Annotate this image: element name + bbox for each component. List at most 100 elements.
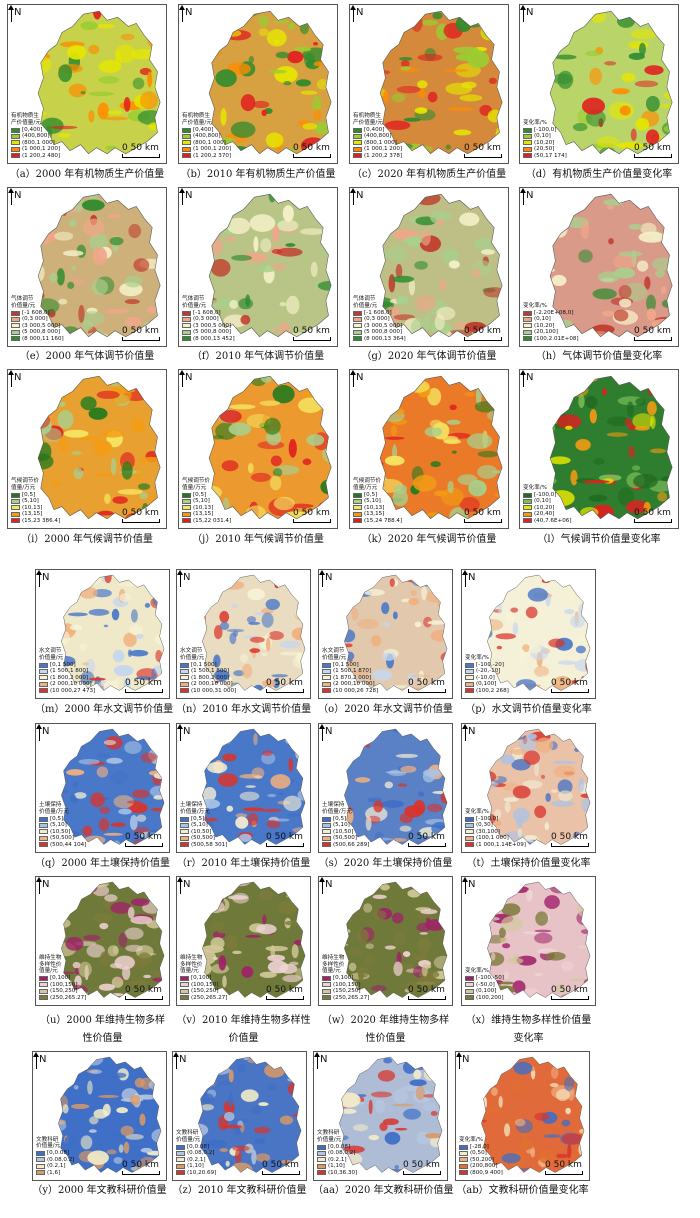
legend-swatch xyxy=(182,140,191,146)
map-panel-v: N 维持生物 多样性价 值量/元 [0,100] (100,150] (150,250]… xyxy=(176,876,311,1006)
legend-item: (1,10] xyxy=(176,1163,216,1169)
legend-item: [0,5] xyxy=(180,816,227,822)
north-arrow-icon: N xyxy=(177,724,190,741)
legend-title: 变化率/% xyxy=(523,484,547,491)
legend-swatch xyxy=(322,662,331,668)
legend-label: (20,50] xyxy=(534,146,555,153)
legend-label: (500,58 301] xyxy=(191,841,228,848)
north-label: N xyxy=(183,572,191,583)
scale-label: 0 50 km xyxy=(293,143,330,153)
north-label: N xyxy=(356,372,364,383)
legend-label: [-1 608,0] xyxy=(364,309,392,316)
legend-label: (10,20.69] xyxy=(187,1169,217,1176)
north-arrow-icon: N xyxy=(177,570,191,587)
legend-label: (0.08,0.2] xyxy=(47,1156,75,1163)
legend: 土壤保持 价值量/万元 [0,5] (5,10] (10,50] (50,500] (50… xyxy=(322,802,369,848)
scale-bar: 0 50 km xyxy=(545,1161,583,1175)
legend-label: (2 000,10 000] xyxy=(50,681,92,688)
north-arrow-icon: N xyxy=(314,1052,327,1069)
legend-item: (40,7.6E+06] xyxy=(523,518,572,524)
legend-item: [0,5] xyxy=(322,816,369,822)
legend-swatch xyxy=(465,829,474,835)
panel-caption-h: （h）气体调节价值量变化率 xyxy=(535,351,663,362)
legend-label: (250,265.27] xyxy=(191,994,228,1001)
legend-title: 水文调节 价值量/元 xyxy=(39,648,64,661)
legend-label: (100,2 268] xyxy=(476,687,509,694)
north-arrow-icon: N xyxy=(319,570,332,587)
legend-swatch xyxy=(36,1163,45,1169)
legend-swatch xyxy=(465,982,474,988)
legend-label: [0,400] xyxy=(364,126,385,133)
legend-item: (150,250] xyxy=(180,988,227,994)
legend-label: [-100,0] xyxy=(534,126,557,133)
region-map-h xyxy=(549,193,673,338)
legend-label: (-10,0] xyxy=(476,674,495,681)
legend-swatch xyxy=(182,336,191,342)
legend-label: (50,500] xyxy=(191,835,215,842)
legend-label: [0,1 500] xyxy=(50,661,76,668)
legend-label: (1 000,1 200] xyxy=(364,146,403,153)
north-arrow-icon: N xyxy=(179,188,192,205)
north-arrow-icon: N xyxy=(36,877,49,894)
legend-title: 水文调节 价值量/元 xyxy=(180,648,205,661)
legend-label: (5,10] xyxy=(22,498,39,505)
legend-swatch xyxy=(322,995,331,1001)
scale-bar: 0 50 km xyxy=(464,509,502,523)
legend-item: [0,5] xyxy=(353,492,402,498)
legend-label: (1 500,1 800] xyxy=(191,668,230,675)
legend-item: (0,3 000] xyxy=(182,316,235,322)
legend-swatch xyxy=(322,835,331,841)
legend-item: (150,250] xyxy=(39,988,86,994)
legend-label: [0,1 500] xyxy=(191,661,217,668)
legend-label: (0,10] xyxy=(534,133,551,140)
legend-item: (10,20] xyxy=(523,140,567,146)
scale-label: 0 50 km xyxy=(403,1160,440,1170)
legend-swatch xyxy=(180,688,189,694)
legend-title: 有机物质生 产价值量/元 xyxy=(182,113,212,126)
legend-swatch xyxy=(11,317,20,323)
legend-label: [0,5] xyxy=(191,815,205,822)
map-panel-j: N 气候调节价 值量/万元 [0,5] (5,10] (10,13] (13,15] (15… xyxy=(178,369,338,529)
legend: 维持生物 多样性价 值量/元 [0,100] (100,150] (150,250](… xyxy=(180,955,227,1001)
legend-item: [-28,0] xyxy=(459,1144,503,1150)
legend-swatch xyxy=(322,976,331,982)
panel-caption-k: （k）2020 年气候调节价值量 xyxy=(361,534,497,545)
legend-label: [-1 608,0] xyxy=(22,309,50,316)
scale-label: 0 50 km xyxy=(408,832,445,842)
panel-caption-aa: （aa）2020 年文教科研价值量 xyxy=(313,1185,454,1196)
panel-caption-y: （y）2000 年文教科研价值量 xyxy=(32,1185,167,1196)
scale-label: 0 50 km xyxy=(262,1160,299,1170)
north-label: N xyxy=(42,726,50,737)
legend-swatch xyxy=(36,1170,45,1176)
region-map-r xyxy=(202,728,306,845)
legend-label: (3 000,5 000] xyxy=(22,322,61,329)
legend-item: [-1 608,0] xyxy=(353,310,406,316)
north-arrow-icon: N xyxy=(456,1052,469,1069)
legend-label: [0,5] xyxy=(22,491,36,498)
legend-item: (0,50] xyxy=(459,1150,503,1156)
legend-swatch xyxy=(176,1163,185,1169)
legend-label: (15,24 788.4] xyxy=(364,517,403,524)
legend-item: [0,100] xyxy=(180,975,227,981)
legend-label: (1 000,1 200] xyxy=(193,146,232,153)
legend-label: (400,800] xyxy=(364,133,392,140)
legend-swatch xyxy=(11,492,20,498)
legend-item: (0.2,1] xyxy=(176,1157,216,1163)
legend-label: (400,800] xyxy=(193,133,221,140)
region-map-o xyxy=(344,574,448,691)
legend: 变化率/% [-100,-20] (-20,-10] (-10,0] (0,100] (1… xyxy=(465,655,509,694)
map-panel-t: N 变化率/% [-100,0] (0,30] (30,100] (100,1 000](… xyxy=(461,723,596,853)
legend-label: (0,100] xyxy=(476,681,497,688)
legend-item: (250,265.27] xyxy=(39,995,86,1001)
legend-item: (3 000,5 000] xyxy=(11,323,64,329)
legend-item: (1 200,2 370] xyxy=(182,153,231,159)
legend: 气体调节 价值量/元 [-1 608,0] (0,3 000] (3 000,5 00… xyxy=(182,296,235,342)
legend-label: (500,66 289] xyxy=(333,841,370,848)
panel-caption-v: （v）2010 年维持生物多样性价值量 xyxy=(176,1015,311,1044)
legend-label: (1 800,2 000] xyxy=(50,674,89,681)
legend: 水文调节 价值量/元 [0,1 500] (1 500,1 800] (1 800,2… xyxy=(180,648,236,694)
region-map-v xyxy=(202,881,306,998)
legend-swatch xyxy=(11,310,20,316)
region-map-i xyxy=(37,375,161,520)
north-arrow-icon: N xyxy=(179,370,192,387)
